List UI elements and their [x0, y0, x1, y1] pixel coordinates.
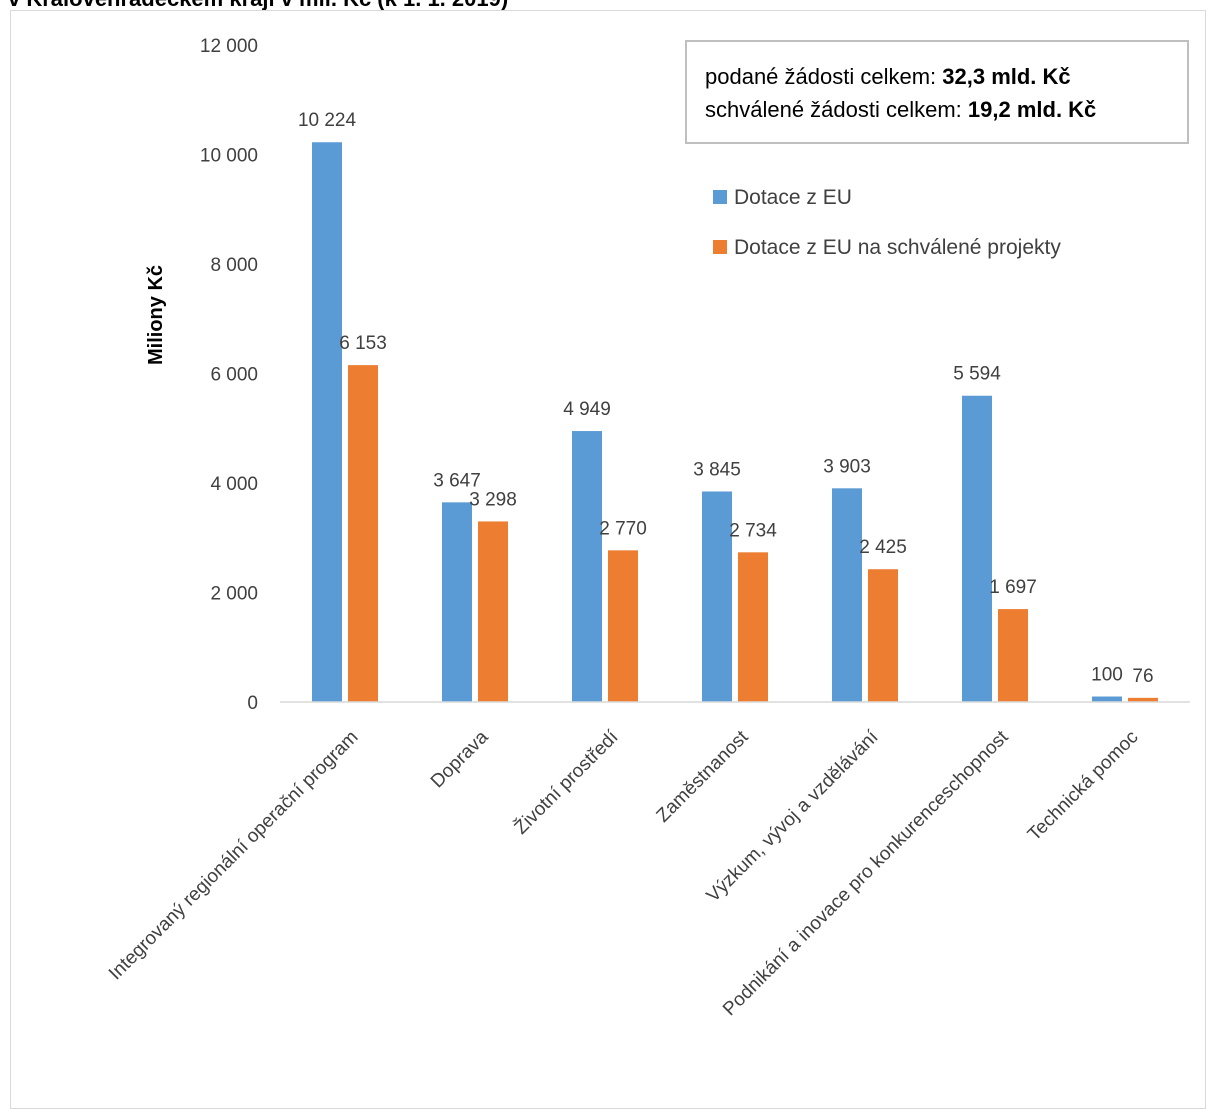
legend-swatch [713, 240, 727, 254]
legend: Dotace z EU Dotace z EU na schválené proj… [713, 186, 1061, 259]
totals-note: podané žádosti celkem: 32,3 mld. Kč schv… [685, 40, 1189, 144]
bar-eu-approved [868, 569, 898, 702]
data-label: 10 224 [298, 110, 357, 131]
category-group: 5 594 1 697 [953, 364, 1037, 702]
x-tick-label: Zaměstnanost [653, 726, 753, 826]
bar-eu-subsidy [702, 491, 732, 702]
y-tick-label: 4 000 [210, 474, 258, 495]
bar-eu-approved [1128, 697, 1158, 702]
data-label: 100 [1091, 665, 1123, 686]
x-axis: Integrovaný regionální operační program D… [105, 701, 1190, 1020]
bar-eu-subsidy [572, 431, 602, 702]
data-label: 5 594 [953, 364, 1001, 385]
data-label: 3 647 [433, 470, 481, 491]
bar-eu-subsidy [962, 395, 992, 702]
note-line-approved: schválené žádosti celkem: 19,2 mld. Kč [705, 93, 1187, 126]
data-label: 76 [1132, 666, 1153, 687]
y-axis-label: Miliony Kč [145, 265, 167, 365]
data-label: 4 949 [563, 399, 611, 420]
data-label: 3 845 [693, 459, 741, 480]
bar-eu-subsidy [312, 142, 342, 703]
x-tick-label: Technická pomoc [1024, 727, 1143, 846]
data-label: 2 734 [729, 520, 777, 541]
note-submitted-value: 32,3 mld. Kč [942, 64, 1071, 89]
note-approved-value: 19,2 mld. Kč [967, 97, 1097, 122]
y-axis: 0 2 000 4 000 6 000 8 000 10 000 12 000 [200, 36, 258, 714]
legend-swatch [713, 190, 727, 204]
y-tick-label: 6 000 [210, 365, 258, 386]
data-label: 2 770 [599, 518, 647, 539]
bar-eu-approved [738, 552, 768, 702]
bar-eu-approved [998, 609, 1028, 702]
y-tick-label: 12 000 [200, 36, 258, 57]
data-label: 3 298 [469, 489, 517, 510]
y-tick-label: 2 000 [210, 584, 258, 605]
category-group: 3 845 2 734 [693, 459, 777, 702]
y-tick-label: 10 000 [200, 146, 258, 167]
x-tick-label: Podnikání a inovace pro konkurenceschopn… [719, 726, 1013, 1020]
bar-eu-approved [478, 521, 508, 702]
data-label: 3 903 [823, 456, 871, 477]
note-submitted-label: podané žádosti celkem: [705, 64, 943, 89]
legend-label: Dotace z EU na schválené projekty [734, 236, 1061, 259]
legend-label: Dotace z EU [734, 186, 852, 209]
bar-eu-approved [608, 550, 638, 702]
data-label: 1 697 [989, 577, 1037, 598]
y-tick-label: 0 [247, 693, 258, 714]
x-tick-label: Doprava [427, 726, 493, 792]
data-label: 6 153 [339, 333, 387, 354]
data-label: 2 425 [859, 537, 907, 558]
chart-title: v Královéhradeckém kraji v mil. Kč (k 1.… [8, 0, 508, 12]
bar-eu-subsidy [442, 502, 472, 702]
bar-eu-subsidy [1092, 696, 1122, 702]
x-tick-label: Životní prostředí [510, 725, 623, 838]
x-tick-label: Integrovaný regionální operační program [105, 727, 363, 985]
category-group: 100 76 [1091, 665, 1158, 702]
category-group: 10 224 6 153 [298, 110, 387, 703]
y-tick-label: 8 000 [210, 255, 258, 276]
note-approved-label: schválené žádosti celkem: [705, 97, 968, 122]
chart-frame [10, 10, 1206, 1109]
bar-eu-approved [348, 365, 378, 702]
category-group: 4 949 2 770 [563, 399, 647, 702]
bar-eu-subsidy [832, 488, 862, 702]
category-group: 3 903 2 425 [823, 456, 907, 702]
note-line-submitted: podané žádosti celkem: 32,3 mld. Kč [705, 60, 1187, 93]
